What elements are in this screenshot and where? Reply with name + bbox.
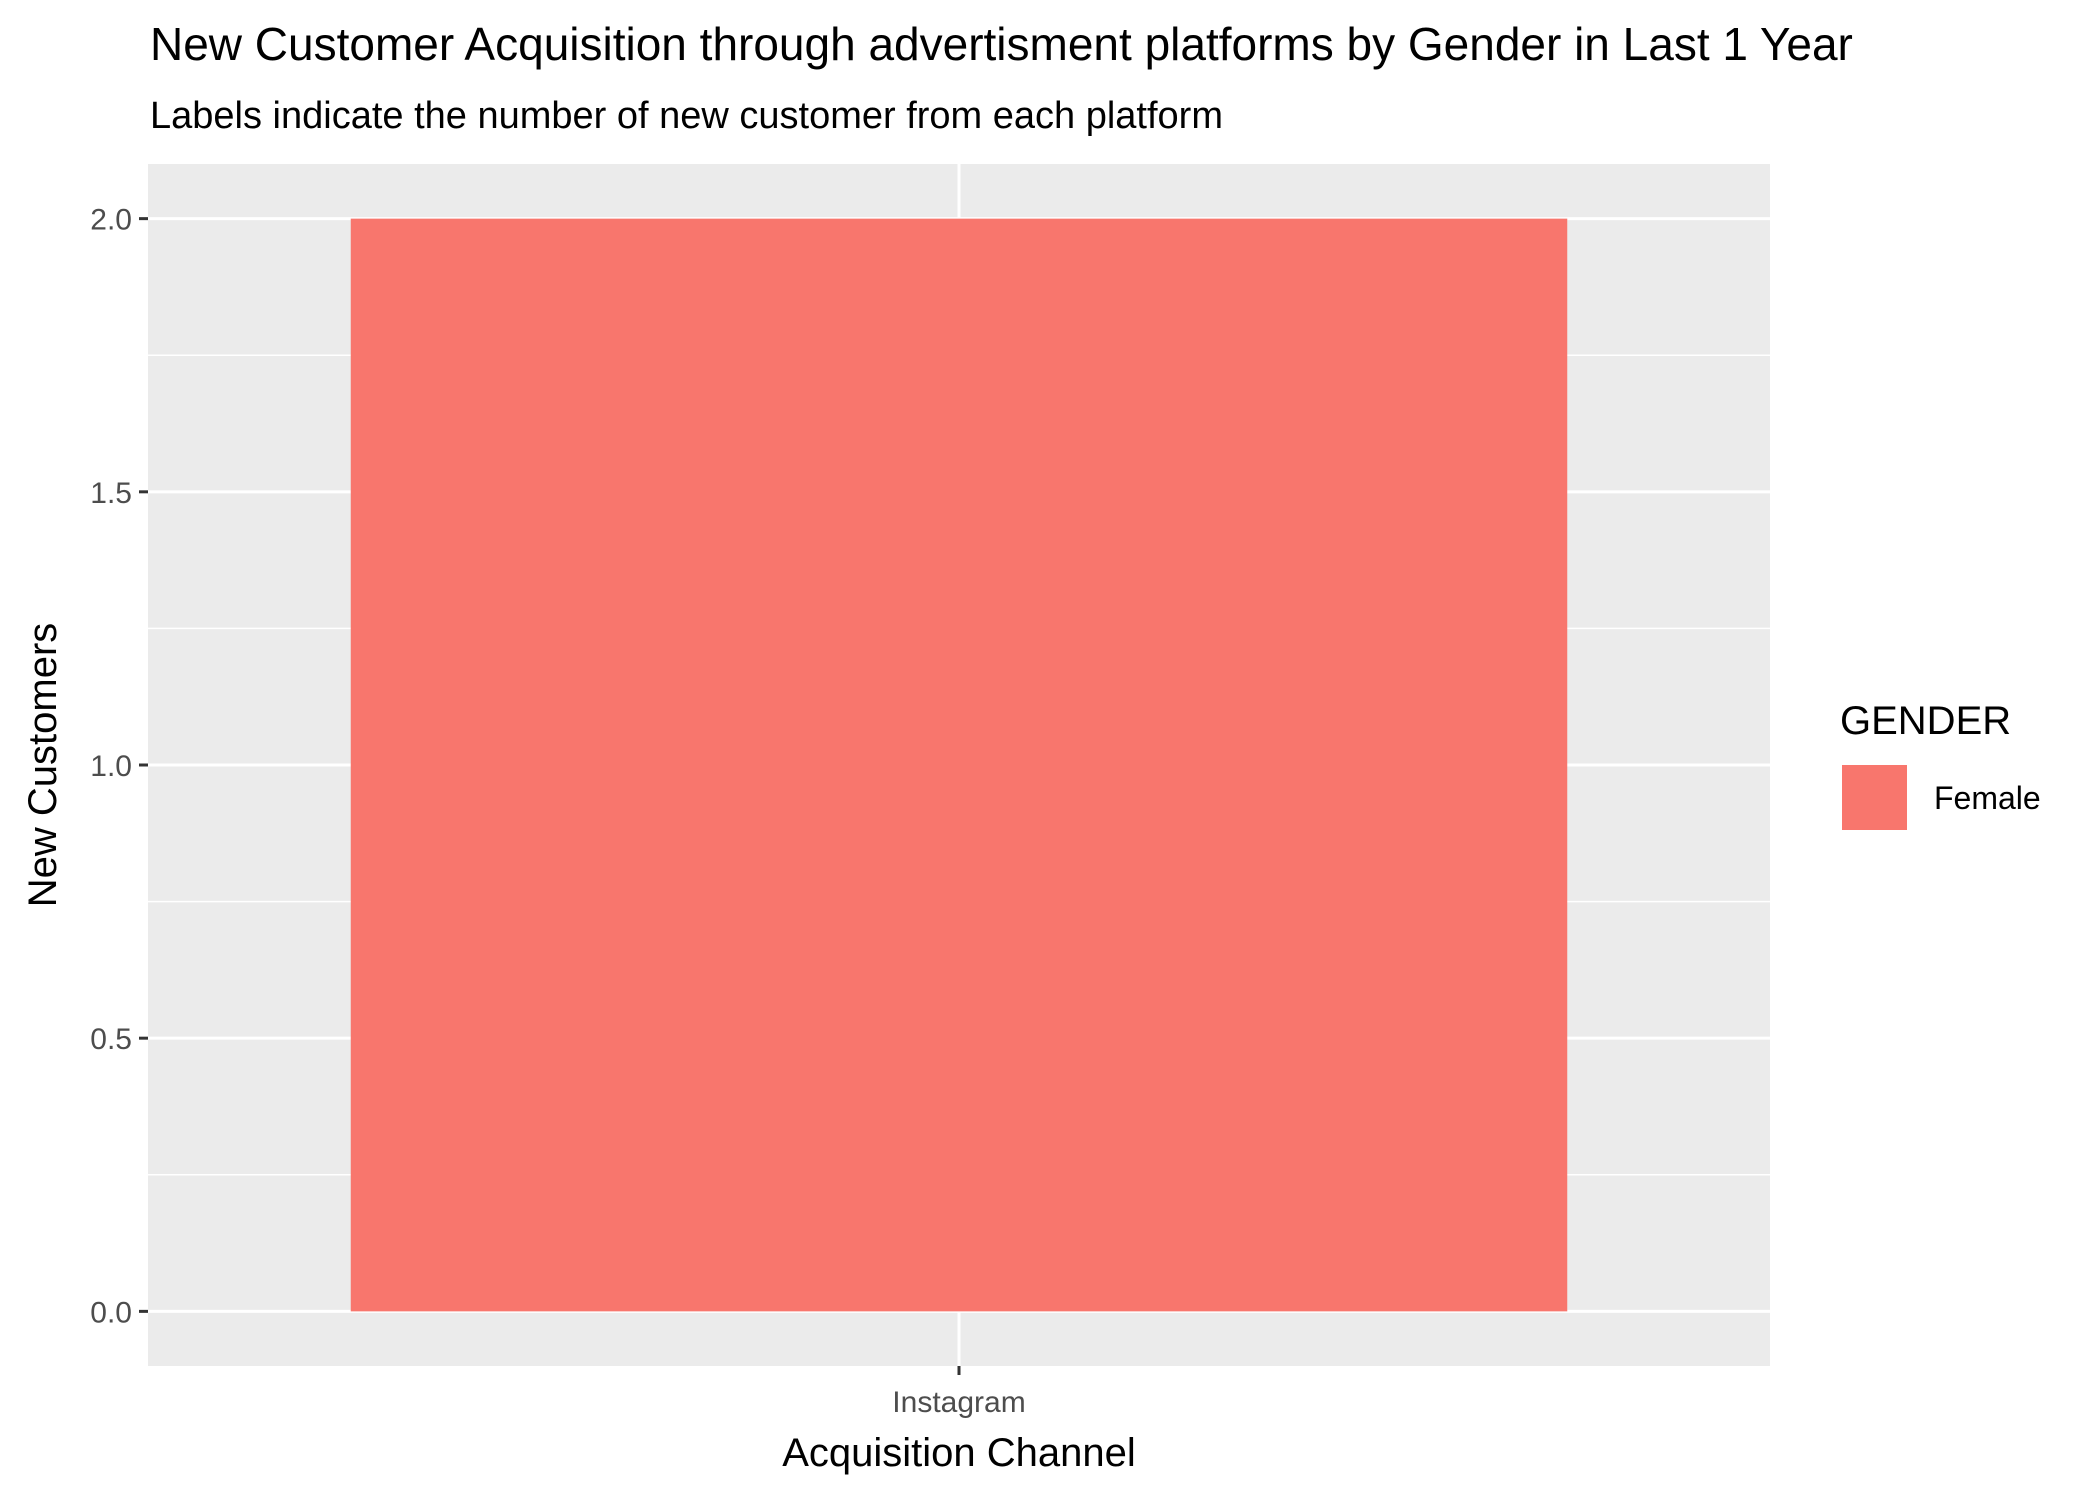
y-axis-title: New Customers bbox=[21, 623, 65, 908]
chart-title: New Customer Acquisition through adverti… bbox=[150, 18, 1853, 70]
y-tick-label: 1.5 bbox=[90, 477, 132, 510]
legend-items: Female bbox=[1840, 763, 2041, 832]
chart-subtitle: Labels indicate the number of new custom… bbox=[150, 95, 1223, 137]
legend-key-female bbox=[1840, 763, 1909, 832]
y-tick-label: 0.0 bbox=[90, 1296, 132, 1329]
x-axis: Instagram bbox=[892, 1366, 1026, 1419]
y-tick-label: 2.0 bbox=[90, 204, 132, 237]
bar-female-instagram bbox=[350, 218, 1568, 1312]
legend: GENDER Female bbox=[1840, 699, 2041, 832]
legend-title: GENDER bbox=[1840, 699, 2011, 743]
y-tick-label: 1.0 bbox=[90, 750, 132, 783]
x-tick-label: Instagram bbox=[892, 1386, 1025, 1419]
y-tick-label: 0.5 bbox=[90, 1023, 132, 1056]
y-axis: 0.0 0.5 1.0 1.5 2.0 bbox=[90, 204, 148, 1329]
bar-series bbox=[350, 218, 1568, 1312]
legend-label-female: Female bbox=[1934, 780, 2041, 816]
x-axis-title: Acquisition Channel bbox=[782, 1431, 1136, 1475]
